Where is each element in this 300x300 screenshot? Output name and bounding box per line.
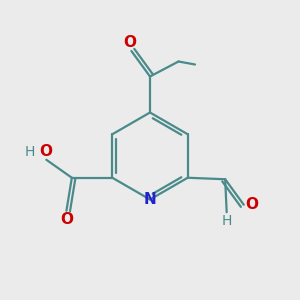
Text: O: O bbox=[39, 144, 52, 159]
Text: H: H bbox=[221, 214, 232, 228]
Text: O: O bbox=[123, 35, 136, 50]
Text: N: N bbox=[144, 192, 156, 207]
Text: O: O bbox=[60, 212, 73, 227]
Text: H: H bbox=[25, 145, 35, 159]
Text: O: O bbox=[246, 197, 259, 212]
